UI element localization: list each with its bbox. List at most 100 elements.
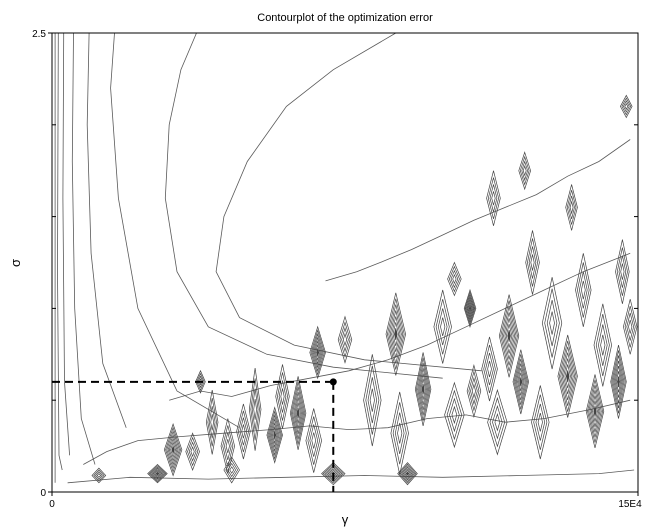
contour-diamond: [491, 191, 496, 206]
contour-diamond: [280, 388, 285, 405]
contour-diamond: [563, 358, 573, 395]
contour-diamond: [527, 238, 538, 287]
contour-diamond: [569, 200, 574, 215]
contour-diamond: [365, 365, 380, 435]
contour-diamond: [272, 425, 278, 445]
contour-diamond: [96, 473, 102, 478]
contour-diamond: [321, 462, 346, 486]
contour-diamond: [397, 422, 403, 444]
contour-diamond: [446, 389, 463, 441]
contour-diamond: [227, 462, 237, 478]
contour-diamond: [155, 471, 160, 476]
contour-diamond: [210, 414, 214, 431]
contour-diamond: [481, 336, 498, 402]
contour-diamond: [398, 463, 417, 484]
contour-diamond: [560, 346, 576, 406]
contour-diamond: [421, 383, 425, 395]
contour-diamond: [451, 405, 458, 425]
contour-diamond: [513, 354, 528, 410]
contour-diamond: [437, 308, 448, 346]
contour-diamond: [311, 332, 324, 373]
contour-diamond: [296, 407, 300, 419]
contour-diamond: [579, 271, 588, 309]
contour-diamond: [205, 390, 219, 455]
contour-line: [62, 33, 70, 456]
contour-diamond: [589, 390, 601, 433]
contour-diamond: [621, 97, 632, 116]
contour-diamond: [512, 349, 529, 415]
y-axis-label: σ: [8, 259, 23, 267]
contour-diamond: [444, 381, 465, 449]
contour-diamond: [468, 304, 472, 313]
contour-diamond: [309, 424, 319, 457]
contour-diamond: [392, 402, 407, 465]
contour-diamond: [544, 288, 560, 358]
contour-diamond: [588, 384, 602, 438]
contour-diamond: [339, 321, 351, 359]
contour-diamond: [394, 328, 398, 341]
contour-diamond: [466, 363, 482, 419]
contour-diamond: [273, 429, 277, 441]
contour-diamond: [620, 263, 625, 280]
contour-diamond: [577, 262, 590, 318]
contour-diamond: [486, 170, 501, 226]
contour-diamond: [163, 423, 183, 477]
contour-diamond: [617, 376, 620, 388]
contour-diamond: [549, 311, 555, 335]
contour-diamond: [581, 280, 586, 300]
contour-diamond: [468, 370, 480, 412]
contour-diamond: [225, 459, 239, 481]
contour-diamond: [337, 315, 353, 364]
contour-diamond: [623, 100, 630, 113]
contour-diamond: [514, 358, 527, 405]
contour-diamond: [501, 306, 517, 366]
contour-diamond: [151, 467, 164, 480]
contour-diamond: [566, 190, 577, 225]
contour-diamond: [237, 410, 249, 453]
contour-diamond: [188, 441, 197, 462]
contour-diamond: [546, 300, 558, 347]
contour-diamond: [95, 471, 103, 480]
contour-diamond: [418, 368, 428, 411]
contour-diamond: [419, 373, 427, 405]
plot-area: [52, 33, 638, 492]
contour-diamond: [519, 155, 530, 186]
contour-diamond: [278, 380, 287, 413]
contour-diamond: [170, 441, 176, 459]
contour-diamond: [450, 269, 459, 289]
contour-diamond: [598, 324, 608, 366]
optimum-point: [329, 378, 337, 386]
x-tick-label-right: 15E4: [618, 499, 642, 510]
contour-diamond: [416, 357, 431, 421]
contour-diamond: [401, 466, 414, 481]
contour-diamond: [558, 340, 577, 412]
contour-diamond: [483, 344, 496, 394]
x-tick-label-left: 0: [49, 499, 55, 510]
contour-diamond: [93, 469, 105, 482]
contour-line: [164, 33, 443, 379]
contour-diamond: [417, 362, 430, 416]
contour-diamond: [292, 386, 305, 440]
contour-line: [215, 33, 482, 372]
contour-diamond: [277, 372, 288, 421]
contour-diamond: [250, 378, 260, 441]
contour-line-ragged: [325, 139, 631, 282]
contour-diamond: [208, 406, 216, 439]
contour-diamond: [464, 291, 476, 326]
contour-diamond: [171, 445, 175, 455]
contour-diamond: [614, 366, 623, 398]
contour-diamond: [385, 292, 406, 376]
contour-diamond: [531, 385, 550, 460]
contour-diamond: [592, 400, 598, 422]
contour-diamond: [315, 343, 321, 361]
contour-diamond: [397, 462, 418, 486]
contour-diamond: [367, 377, 378, 424]
contour-diamond: [593, 303, 612, 387]
contour-diamond: [613, 360, 624, 403]
contour-diamond: [471, 383, 476, 399]
contour-diamond: [324, 465, 343, 482]
contour-diamond: [147, 464, 168, 484]
contour-diamond: [612, 355, 625, 409]
contour-diamond: [392, 322, 399, 346]
contour-diamond: [522, 164, 527, 177]
